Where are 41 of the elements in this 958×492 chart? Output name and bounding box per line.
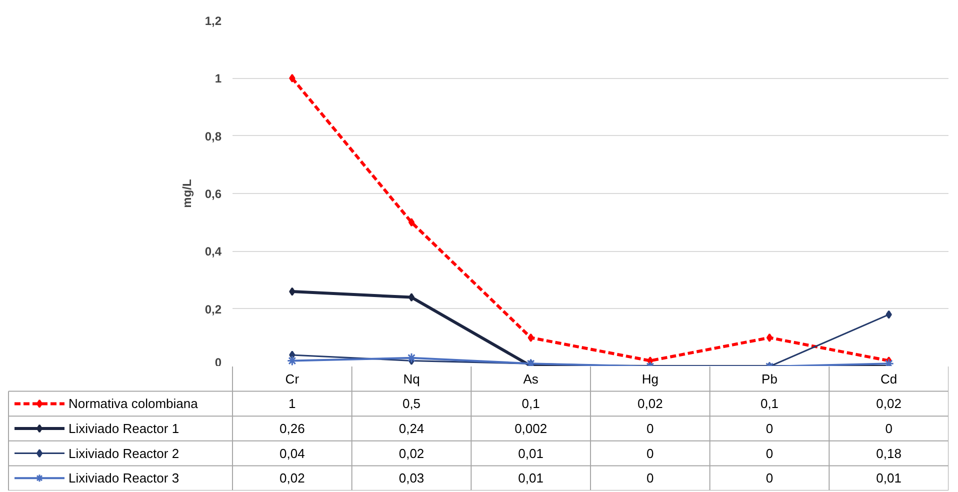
y-tick-label: 1 [214, 72, 222, 86]
data-label: 0,04 [280, 446, 305, 461]
data-label: 0 [646, 470, 654, 486]
x-tick-label: Nq [403, 371, 420, 386]
legend-label: Normativa colombiana [68, 396, 199, 412]
x-tick-label: Hg [642, 371, 658, 386]
data-label: 0 [885, 421, 892, 436]
x-tick-label: Pb [762, 371, 778, 386]
data-label: 0,03 [398, 470, 424, 486]
data-label: 1 [288, 396, 296, 412]
x-tick-label: As [523, 371, 539, 386]
data-label: 0,26 [280, 421, 305, 436]
data-label: 0,02 [398, 446, 424, 461]
data-label: 0,02 [280, 470, 305, 486]
data-label: 0,002 [514, 421, 548, 436]
data-label: 0,5 [402, 396, 421, 412]
legend-label: Lixiviado Reactor 3 [68, 470, 180, 486]
data-label: 0 [646, 446, 654, 461]
y-tick-label: 1,2 [204, 14, 222, 28]
data-label: 0,24 [398, 421, 424, 436]
data-label: 0,1 [522, 396, 540, 412]
x-tick-label: Cd [880, 371, 898, 386]
data-label: 0 [766, 470, 774, 486]
y-tick-label: 0,6 [204, 187, 222, 201]
data-label: 0 [646, 421, 654, 436]
data-label: 0,01 [876, 470, 902, 486]
data-label: 0,01 [518, 446, 544, 461]
data-label: 0,18 [876, 446, 902, 461]
y-axis-title: mg/L [180, 179, 194, 208]
data-label: 0 [766, 421, 774, 436]
data-label: 0 [766, 446, 774, 461]
data-label: 0,02 [638, 396, 663, 412]
y-tick-label: 0,8 [204, 129, 222, 144]
legend-label: Lixiviado Reactor 2 [68, 446, 180, 461]
y-tick-label: 0,4 [204, 244, 222, 259]
data-label: 0,02 [876, 396, 902, 412]
legend-label: Lixiviado Reactor 1 [68, 421, 180, 436]
y-tick-label: 0,2 [204, 302, 222, 316]
data-label: 0,1 [760, 396, 779, 412]
data-label: 0,01 [518, 470, 544, 486]
x-tick-label: Cr [285, 371, 300, 386]
